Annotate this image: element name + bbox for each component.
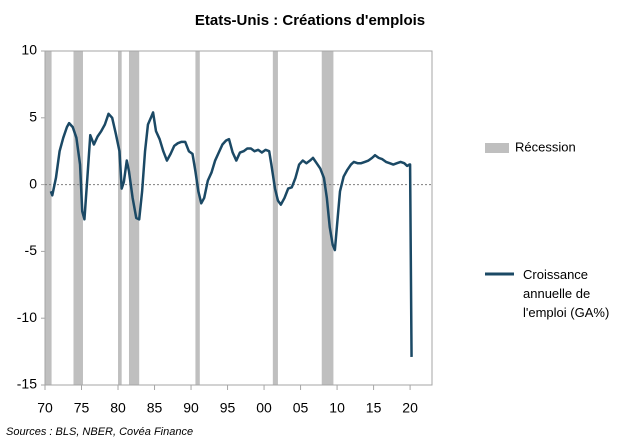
chart-title: Etats-Unis : Créations d'emplois (195, 12, 425, 29)
x-tick-label: 00 (256, 400, 272, 416)
recession-band (195, 51, 200, 385)
x-tick-label: 10 (329, 400, 345, 416)
x-tick-label: 85 (147, 400, 163, 416)
x-tick-label: 15 (366, 400, 382, 416)
recession-band (272, 51, 278, 385)
y-tick-label: -15 (17, 376, 37, 392)
y-tick-label: -10 (17, 309, 37, 325)
y-tick-label: 10 (21, 42, 37, 58)
recession-band (118, 51, 122, 385)
recession-band (73, 51, 83, 385)
x-tick-label: 70 (37, 400, 53, 416)
recession-band (128, 51, 140, 385)
line (49, 111, 413, 357)
y-tick-label: -5 (25, 242, 38, 258)
plot-frame (44, 50, 433, 386)
x-tick-label: 80 (110, 400, 126, 416)
legend-label: Récession (515, 139, 576, 154)
recession-band (321, 51, 334, 385)
x-tick-label: 05 (293, 400, 309, 416)
source: Sources : BLS, NBER, Covéa Finance (6, 426, 193, 437)
x-tick-label: 75 (74, 400, 90, 416)
x-tick-label: 90 (183, 400, 199, 416)
x-tick-label: 95 (220, 400, 236, 416)
legend-swatch (485, 143, 509, 153)
y-tick-label: 0 (29, 175, 37, 191)
x-tick-label: 20 (402, 400, 418, 416)
legend-label: Croissance annuelle de l'emploi (GA%) (523, 267, 610, 320)
y-tick-label: 5 (29, 109, 37, 125)
recession-band (45, 51, 52, 385)
